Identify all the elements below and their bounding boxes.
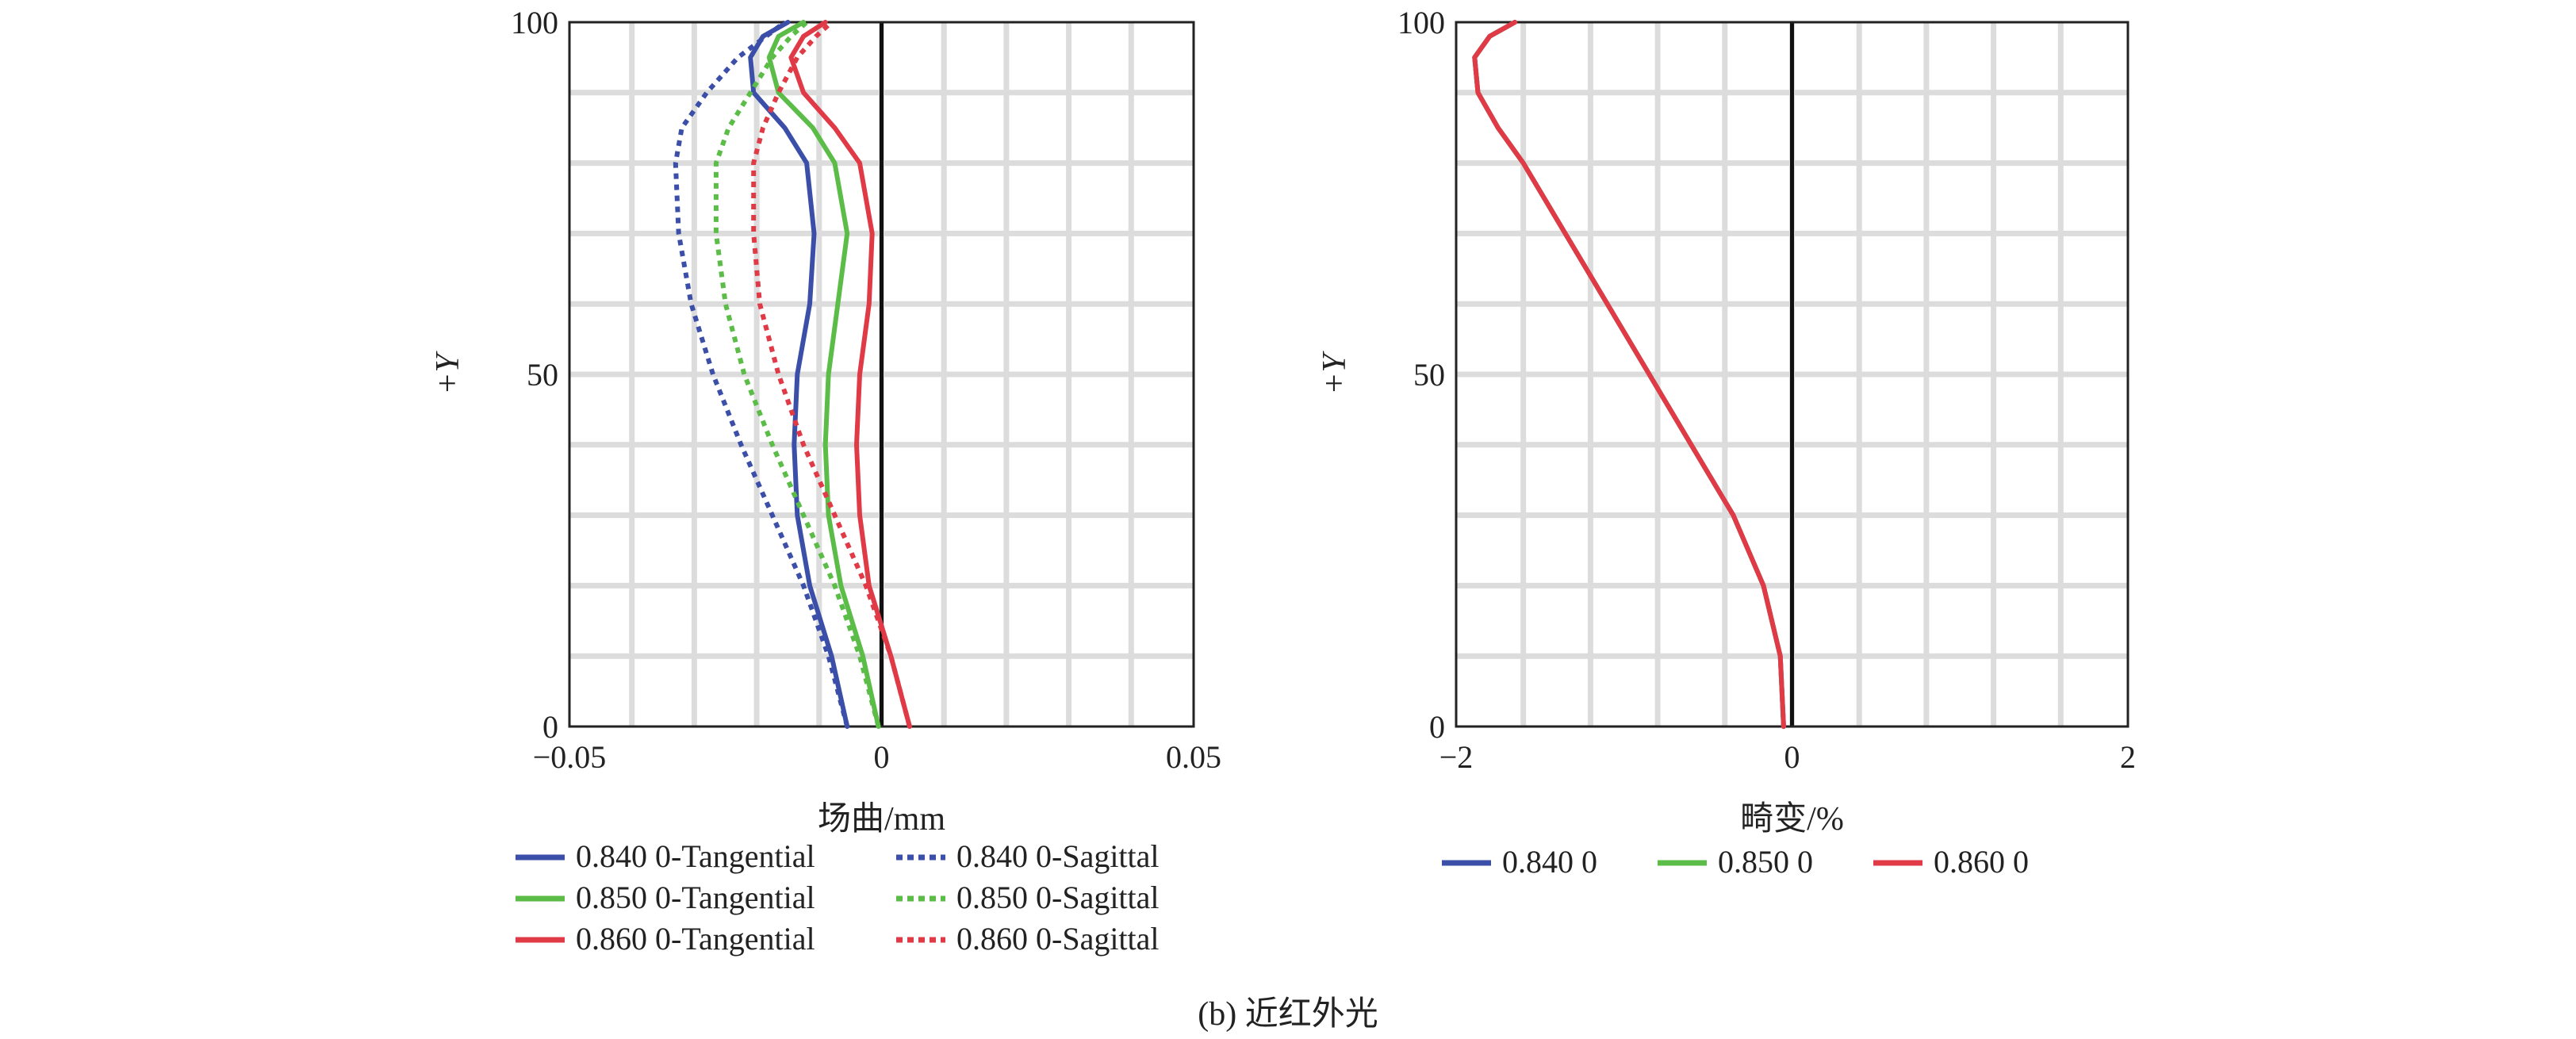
distortion-legend: 0.840 0 0.850 0 0.860 0 [1442,844,2029,880]
x-axis-label: 场曲/mm [818,801,945,838]
y-tick-label: 100 [1397,5,1445,40]
series-line [751,20,912,727]
x-tick-label: −0.05 [533,739,607,775]
y-axis-label: +Y [1317,351,1353,395]
legend-label: 0.840 0-Tangential [576,838,815,874]
legend-label: 0.850 0-Sagittal [956,880,1160,915]
legend-label: 0.860 0 [1934,844,2029,880]
figure-caption: (b) 近红外光 [1198,996,1378,1033]
x-tick-label: 2 [2120,739,2136,775]
x-tick-label: −2 [1439,739,1474,775]
legend-label: 0.860 0-Tangential [576,921,815,957]
y-tick-label: 0 [1429,709,1445,745]
y-axis-label: +Y [430,351,466,395]
x-axis-label: 畸变/% [1740,800,1844,838]
x-tick-label: 0.05 [1166,739,1221,775]
x-tick-label: 0 [874,739,890,775]
series-line [766,20,881,729]
legend-label: 0.850 0 [1718,844,1813,880]
legend-label: 0.840 0 [1502,844,1597,880]
y-tick-label: 0 [542,709,558,745]
series-line [713,20,881,727]
legend-label: 0.860 0-Sagittal [956,921,1160,957]
y-tick-label: 100 [511,5,558,40]
x-tick-label: 0 [1784,739,1800,775]
series-line [1472,20,1786,729]
legend-label: 0.850 0-Tangential [576,880,815,915]
plot-frame [568,21,1195,728]
series-line [673,20,850,727]
y-tick-label: 50 [527,357,558,393]
y-tick-label: 50 [1413,357,1445,393]
plot-frame [1455,21,2129,728]
legend-label: 0.840 0-Sagittal [956,838,1160,874]
field-curvature-legend: 0.840 0-Tangential 0.840 0-Sagittal 0.850 … [516,838,1160,957]
series-line [788,20,912,729]
series-line [748,20,850,729]
